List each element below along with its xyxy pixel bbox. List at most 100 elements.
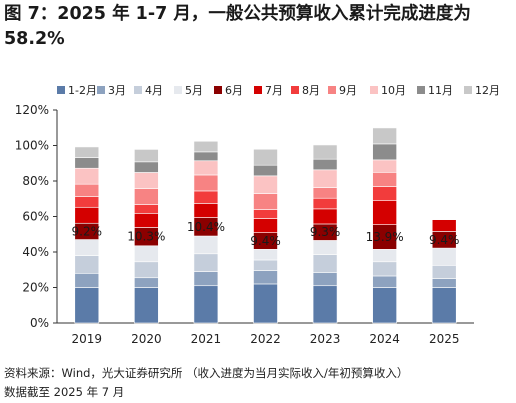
bar-segment	[312, 208, 338, 225]
bar-segment	[193, 174, 219, 192]
bar-segment	[312, 169, 338, 188]
legend-label: 12月	[475, 84, 500, 97]
bar-stack-2021	[193, 140, 219, 324]
bar-segment	[312, 187, 338, 199]
bar-segment	[253, 249, 278, 261]
bar-segment	[74, 272, 100, 288]
annotation-label: 13.9%	[366, 230, 404, 244]
bar-segment	[372, 200, 397, 225]
bar-segment	[431, 219, 457, 232]
bar-segment	[312, 272, 338, 287]
legend-swatch	[134, 86, 142, 94]
x-tick-label: 2021	[191, 332, 222, 346]
bar-segment	[134, 149, 159, 163]
source-line: 资料来源：Wind，光大证券研究所 （收入进度为当月实际收入/年初预算收入）	[4, 366, 409, 380]
x-tick-label: 2019	[72, 332, 103, 346]
bar-segment	[372, 249, 397, 263]
bar-segment	[74, 196, 100, 208]
annotation-label: 10.3%	[127, 230, 165, 244]
bar-segment	[193, 285, 219, 324]
legend-label: 9月	[339, 84, 357, 97]
bar-segment	[134, 188, 159, 205]
bar-segment	[193, 151, 219, 162]
legend-label: 4月	[145, 84, 163, 97]
bar-segment	[193, 253, 219, 272]
bar-segment	[312, 285, 338, 324]
y-tick-label: 20%	[22, 281, 49, 295]
annotation-label: 9.3%	[310, 225, 341, 239]
bar-segment	[431, 278, 457, 288]
bar-segment	[372, 224, 397, 250]
bar-segment	[431, 265, 457, 279]
legend-label: 8月	[302, 84, 320, 97]
bar-segment	[134, 204, 159, 214]
bar-annotations: 9.2% 10.3% 10.4% 9.4% 9.3% 13.9% 9.4%	[72, 220, 460, 248]
bar-segment	[431, 287, 457, 324]
legend-label: 6月	[225, 84, 243, 97]
bar-segment	[74, 206, 100, 224]
y-tick-label: 0%	[30, 316, 49, 330]
bar-segment	[372, 172, 397, 187]
bar-stack-2019	[74, 146, 100, 324]
bar-segment	[134, 161, 159, 173]
y-tick-label: 80%	[22, 174, 49, 188]
annotation-label: 9.2%	[72, 224, 103, 238]
legend-swatch	[328, 86, 336, 94]
bar-segment	[312, 144, 338, 160]
legend-swatch	[291, 86, 299, 94]
bar-segment	[134, 277, 159, 288]
legend-label: 3月	[108, 84, 126, 97]
bar-segment	[253, 283, 278, 324]
chart-legend: 1-2月 3月 4月 5月 6月 7月 8月 9月 10月 11月 12月	[57, 84, 500, 97]
x-tick-label: 2022	[250, 332, 281, 346]
bar-segment	[372, 159, 397, 173]
bar-segment	[134, 287, 159, 324]
bar-segment	[312, 240, 338, 255]
bar-segment	[372, 127, 397, 145]
bar-segment	[134, 213, 159, 228]
x-tick-label: 2025	[429, 332, 460, 346]
legend-label: 10月	[381, 84, 406, 97]
legend-label: 5月	[185, 84, 203, 97]
bar-segment	[312, 197, 338, 210]
bar-segment	[134, 261, 159, 279]
legend-swatch	[417, 86, 425, 94]
x-axis: 2019 2020 2021 2022 2023 2024 2025	[57, 322, 474, 346]
annotation-label: 9.4%	[250, 234, 281, 248]
bar-segment	[372, 261, 397, 277]
annotation-label: 10.4%	[187, 220, 225, 234]
y-tick-label: 120%	[15, 103, 49, 117]
bar-segment	[253, 164, 278, 177]
bar-segment	[372, 287, 397, 324]
bar-segment	[253, 218, 278, 233]
bar-segment	[193, 235, 219, 255]
legend-swatch	[214, 86, 222, 94]
chart-title: 图 7：2025 年 1-7 月，一般公共预算收入累计完成进度为 58.2%	[4, 4, 471, 49]
bar-segment	[193, 190, 219, 204]
legend-swatch	[97, 86, 105, 94]
bar-stack-2022	[253, 148, 278, 324]
legend-swatch	[254, 86, 262, 94]
bar-segment	[134, 172, 159, 189]
bar-segment	[431, 247, 457, 266]
annotation-label: 9.4%	[429, 233, 460, 247]
bar-segment	[253, 209, 278, 219]
bar-segment	[253, 148, 278, 166]
legend-swatch	[57, 86, 65, 94]
bar-segment	[312, 254, 338, 273]
x-tick-label: 2023	[310, 332, 341, 346]
bar-stack-2025	[431, 219, 457, 324]
bar-segment	[74, 239, 100, 256]
bar-segment	[193, 140, 219, 153]
legend-swatch	[174, 86, 182, 94]
legend-swatch	[464, 86, 472, 94]
y-tick-label: 100%	[15, 139, 49, 153]
bar-segment	[193, 160, 219, 176]
y-tick-label: 60%	[22, 210, 49, 224]
bar-segment	[312, 158, 338, 171]
bar-segment	[74, 183, 100, 197]
bar-segment	[372, 143, 397, 161]
bar-segment	[74, 167, 100, 185]
bar-segment	[253, 193, 278, 210]
